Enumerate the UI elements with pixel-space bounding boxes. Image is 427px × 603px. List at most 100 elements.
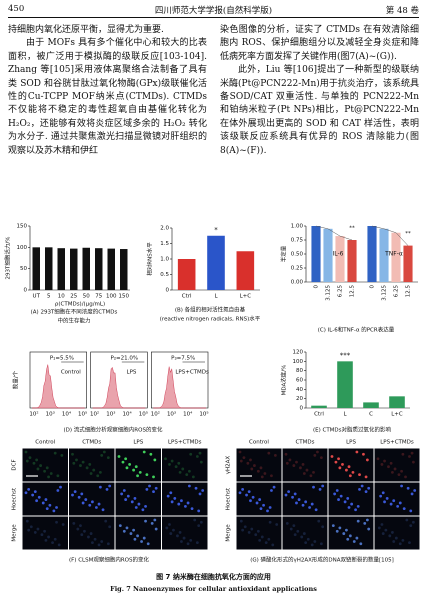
y-tick-label: 0 (166, 288, 170, 294)
bar (207, 235, 225, 290)
cell-dot (92, 468, 96, 472)
cell-dot (295, 501, 298, 505)
cell-dot (72, 521, 76, 525)
cell-dot (337, 457, 340, 461)
cell-dot (408, 541, 411, 545)
y-tick-label: 1.00 (291, 224, 304, 230)
cell-dot (284, 452, 288, 456)
panel-caption: (F) CLSM观察细胞内ROS的变化 (69, 556, 149, 564)
panel-caption: (G) 磷酸化形式的γH2AX形成的DNA双链断裂的数量[105] (250, 556, 394, 564)
cell-dot (350, 502, 354, 506)
cell-dot (172, 528, 175, 532)
cell-dot (133, 497, 137, 500)
cell-dot (241, 528, 245, 532)
cell-dot (146, 542, 150, 546)
cell-dot (76, 527, 80, 531)
x-tick-label: 0 (314, 285, 320, 289)
cell-dot (105, 487, 109, 491)
row-label: Merge (12, 524, 18, 542)
cell-dot (388, 534, 392, 538)
cell-dot (337, 498, 340, 501)
cell-dot (75, 458, 78, 462)
cell-dot (401, 452, 405, 456)
significance: ** (349, 226, 355, 232)
cell-dot (24, 450, 28, 454)
cell-dot (94, 506, 98, 509)
panel-caption: (C) IL-6和TNF-α 的PCR表达量 (318, 326, 395, 334)
panel-caption: (E) CTMDs对脂质过氧化的影响 (313, 426, 392, 434)
cell-dot (250, 467, 254, 471)
bar (95, 248, 103, 290)
cell-dot (44, 538, 48, 542)
panel-frame (90, 351, 148, 409)
cell-dot (301, 463, 305, 466)
cell-dot (360, 484, 364, 488)
cell-dot (355, 536, 359, 540)
cell-dot (71, 452, 74, 456)
x-tick-label: 100 (106, 294, 117, 300)
cell-dot (144, 519, 147, 523)
cell-dot (193, 518, 197, 522)
bar (107, 248, 115, 290)
y-tick-label: 50 (20, 266, 27, 272)
cell-dot (389, 461, 393, 465)
x-axis-label: ρ(CTMDs)/(μg/mL) (55, 302, 105, 308)
x-tick-label: 75 (95, 294, 102, 300)
cell-dot (263, 472, 267, 475)
cell-dot (77, 495, 81, 499)
cell-dot (346, 497, 350, 500)
cell-dot (32, 461, 36, 465)
cell-dot (405, 518, 409, 522)
cell-dot (256, 529, 260, 533)
cell-dot (384, 528, 388, 532)
cell-dot (89, 472, 93, 475)
journal-name: 四川师范大学学报(自然科学版) (154, 6, 273, 16)
cell-dot (254, 533, 258, 537)
row-label: Merge (226, 524, 232, 542)
cell-dot (376, 457, 380, 461)
cell-dot (98, 470, 102, 474)
cell-dot (253, 464, 256, 467)
column-label: LPS+CTMDs (380, 440, 414, 446)
row-label: γH2AX (226, 456, 232, 475)
cell-dot (197, 524, 201, 528)
x-tick-label: 10³ (106, 411, 115, 418)
gate-label: P₁=5.5% (50, 356, 74, 362)
cell-dot (383, 500, 386, 504)
cell-dot (137, 502, 141, 506)
cell-dot (260, 475, 264, 479)
paragraph: 由于 MOFs 具有多个催化中心和较大的比表面积，被广泛用于模拟酶的级联反应[1… (8, 38, 207, 156)
x-tick-label: 10³ (167, 411, 176, 418)
cell-dot (186, 501, 190, 505)
micrograph (328, 482, 374, 516)
figure-caption-cn: 图 7 纳米酶在细胞抗氧化方面的应用 (156, 572, 271, 581)
cell-dot (391, 531, 394, 534)
bar (337, 361, 353, 408)
y-axis-label: 相对RNS水平 (146, 242, 154, 276)
cell-dot (108, 484, 112, 488)
cell-dot (81, 460, 85, 464)
micrograph (374, 516, 420, 550)
x-tick-label: 6.25 (338, 285, 344, 298)
y-tick-label: 80 (296, 368, 303, 374)
x-tick-label: L+C (391, 412, 403, 418)
cell-dot (358, 473, 361, 477)
cell-dot (199, 460, 203, 464)
cell-dot (60, 453, 64, 457)
bar (236, 251, 255, 290)
cell-dot (97, 502, 101, 506)
bar (379, 228, 389, 282)
cell-dot (411, 520, 415, 524)
y-tick-label: 1.5 (160, 241, 169, 247)
cell-dot (379, 494, 383, 498)
cell-dot (47, 475, 50, 479)
cell-dot (80, 492, 84, 496)
row-label: Hoechst (12, 487, 18, 510)
x-tick-label: 10² (90, 411, 99, 418)
x-tick-label: 10⁵ (199, 411, 208, 418)
column-label: CTMDs (82, 440, 101, 446)
cell-dot (24, 491, 28, 495)
cell-dot (166, 494, 170, 498)
x-tick-label: 25 (70, 294, 77, 300)
